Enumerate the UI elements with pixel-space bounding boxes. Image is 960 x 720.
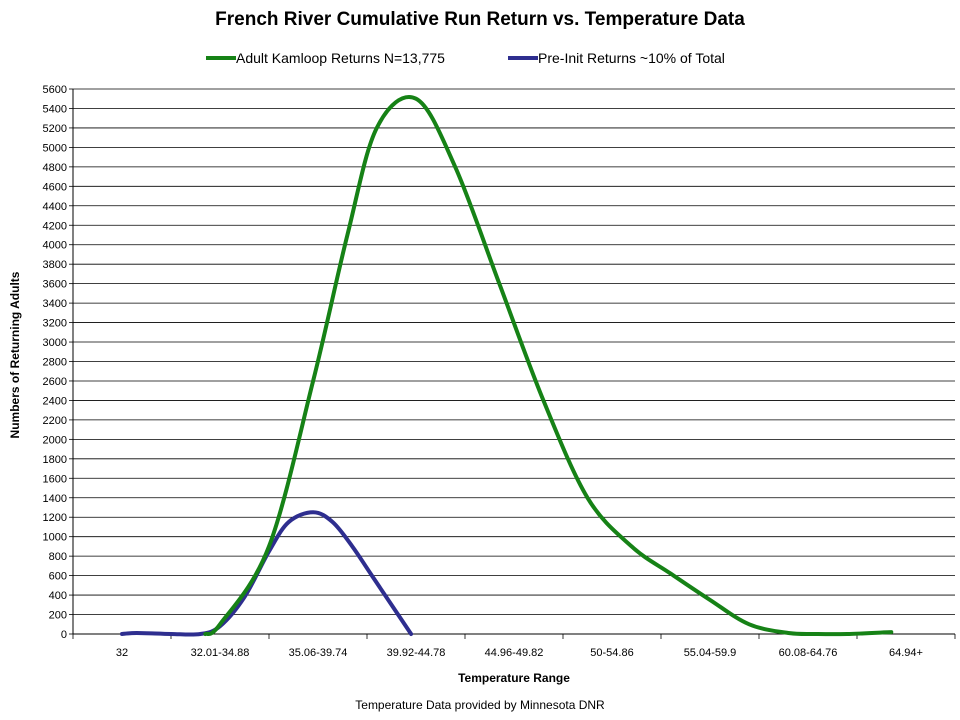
series-layer bbox=[120, 95, 894, 637]
x-tick-label: 32 bbox=[116, 647, 128, 659]
y-tick-label: 1400 bbox=[43, 493, 67, 505]
y-tick-label: 800 bbox=[49, 551, 67, 563]
x-axis-label: Temperature Range bbox=[458, 671, 570, 685]
y-tick-label: 4200 bbox=[43, 220, 67, 232]
x-tick-label: 39.92-44.78 bbox=[387, 647, 446, 659]
y-tick-label: 400 bbox=[49, 590, 67, 602]
x-tick-label: 35.06-39.74 bbox=[289, 647, 348, 659]
x-tick-label: 55.04-59.9 bbox=[684, 647, 737, 659]
y-tick-label: 3200 bbox=[43, 318, 67, 330]
legend-label-adult: Adult Kamloop Returns N=13,775 bbox=[236, 50, 445, 66]
y-axis-label: Numbers of Returning Adults bbox=[8, 271, 22, 438]
data-credit: Temperature Data provided by Minnesota D… bbox=[355, 698, 605, 712]
y-tick-label: 200 bbox=[49, 610, 67, 622]
legend: Adult Kamloop Returns N=13,775 Pre-Init … bbox=[206, 50, 725, 66]
y-tick-label: 3400 bbox=[43, 298, 67, 310]
y-tick-label: 3000 bbox=[43, 337, 67, 349]
x-tick-label: 50-54.86 bbox=[590, 647, 633, 659]
y-tick-label: 4600 bbox=[43, 181, 67, 193]
gridlines bbox=[73, 88, 955, 635]
y-tick-label: 4000 bbox=[43, 240, 67, 252]
y-tick-label: 2800 bbox=[43, 357, 67, 369]
series-line-adult-kamloop bbox=[203, 95, 894, 637]
chart-title: French River Cumulative Run Return vs. T… bbox=[215, 9, 745, 30]
y-tick-label: 2000 bbox=[43, 434, 67, 446]
y-tick-label: 4400 bbox=[43, 201, 67, 213]
y-tick-label: 4800 bbox=[43, 162, 67, 174]
y-tick-label: 600 bbox=[49, 571, 67, 583]
y-tick-label: 1000 bbox=[43, 532, 67, 544]
x-tick-label: 44.96-49.82 bbox=[485, 647, 544, 659]
series-line-pre-init bbox=[120, 510, 414, 637]
y-axis-ticks: 0 200 400 600 800 1000 1200 1400 1600 1800 2000 220… bbox=[43, 84, 73, 641]
y-tick-label: 1600 bbox=[43, 473, 67, 485]
y-tick-label: 2200 bbox=[43, 415, 67, 427]
x-tick-label: 32.01-34.88 bbox=[191, 647, 250, 659]
y-tick-label: 2600 bbox=[43, 376, 67, 388]
y-tick-label: 5400 bbox=[43, 103, 67, 115]
legend-label-preinit: Pre-Init Returns ~10% of Total bbox=[538, 50, 725, 66]
y-tick-label: 1200 bbox=[43, 512, 67, 524]
y-tick-label: 5600 bbox=[43, 84, 67, 96]
x-tick-label: 60.08-64.76 bbox=[779, 647, 838, 659]
y-tick-label: 1800 bbox=[43, 454, 67, 466]
y-tick-label: 0 bbox=[61, 629, 67, 641]
y-tick-label: 5200 bbox=[43, 123, 67, 135]
y-tick-label: 5000 bbox=[43, 142, 67, 154]
x-tick-label: 64.94+ bbox=[889, 647, 923, 659]
x-axis-ticks: 32 32.01-34.88 35.06-39.74 39.92-44.78 44.96… bbox=[72, 634, 956, 659]
y-tick-label: 2400 bbox=[43, 395, 67, 407]
y-tick-label: 3600 bbox=[43, 279, 67, 291]
y-tick-label: 3800 bbox=[43, 259, 67, 271]
